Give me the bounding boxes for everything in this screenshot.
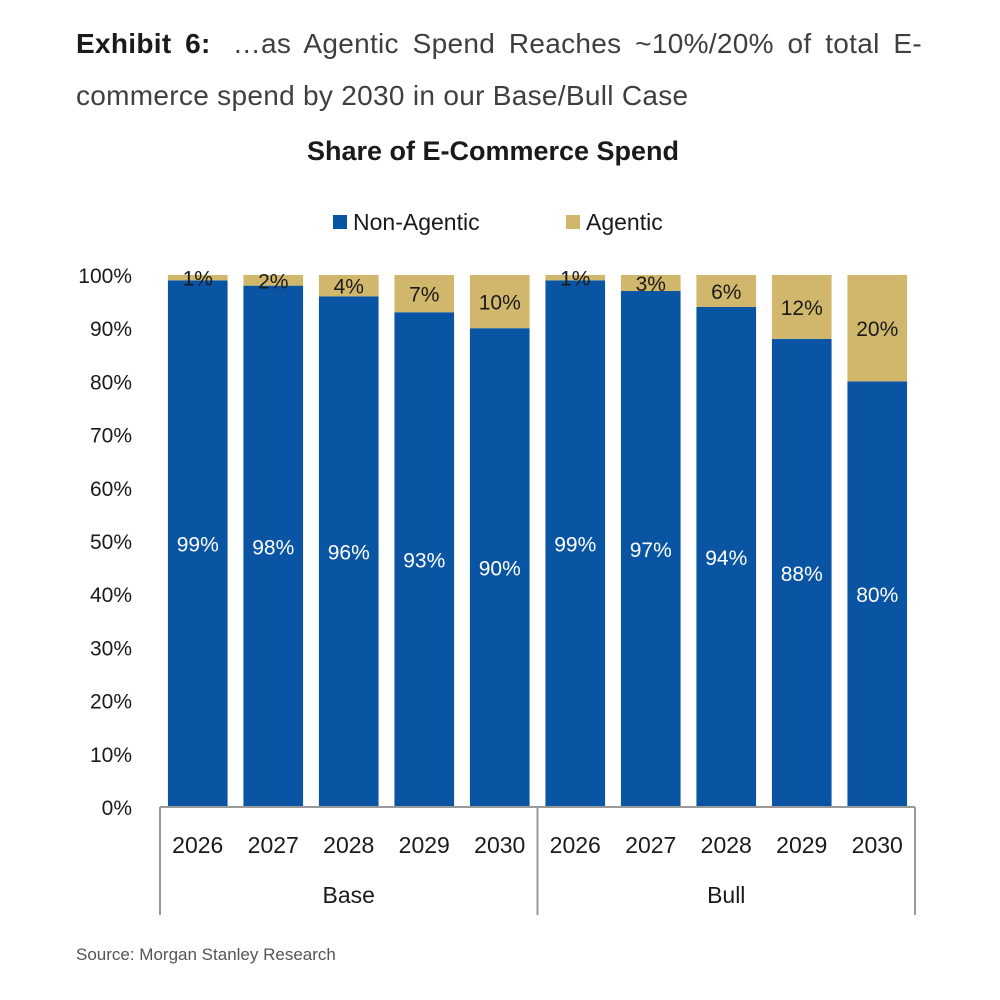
data-label-agentic: 7% bbox=[409, 284, 439, 307]
data-label-agentic: 4% bbox=[334, 276, 364, 299]
bar-non-agentic bbox=[394, 312, 455, 807]
data-label-non-agentic: 98% bbox=[252, 536, 294, 559]
y-tick-label: 30% bbox=[90, 637, 132, 660]
bar-agentic bbox=[243, 275, 304, 286]
legend-label-non-agentic: Non-Agentic bbox=[353, 209, 480, 235]
bar-non-agentic bbox=[243, 285, 304, 807]
y-axis: 0% 10% 20% 30% 40% 50% 60% 70% 80% 90% 100% bbox=[78, 265, 132, 820]
stacked-bar-chart: Share of E-Commerce Spend Non-Agentic Age… bbox=[78, 136, 916, 915]
y-tick-label: 40% bbox=[90, 584, 132, 607]
bar-agentic bbox=[469, 275, 530, 329]
x-tick-label: 2028 bbox=[701, 832, 752, 858]
legend: Non-Agentic Agentic bbox=[333, 209, 663, 235]
x-group-label: Base bbox=[323, 882, 375, 908]
data-label-agentic: 10% bbox=[479, 292, 521, 315]
data-label-non-agentic: 90% bbox=[479, 558, 521, 581]
bar-agentic bbox=[318, 275, 379, 297]
bar-non-agentic bbox=[469, 328, 530, 807]
bar-agentic bbox=[847, 275, 908, 382]
x-tick-label: 2029 bbox=[776, 832, 827, 858]
bar-non-agentic bbox=[620, 290, 681, 807]
data-label-agentic: 1% bbox=[560, 268, 590, 291]
bar-non-agentic bbox=[167, 280, 228, 807]
x-group-label: Bull bbox=[707, 882, 745, 908]
bar-non-agentic bbox=[545, 280, 606, 807]
x-tick-label: 2026 bbox=[550, 832, 601, 858]
data-label-agentic: 12% bbox=[781, 297, 823, 320]
data-label-agentic: 1% bbox=[183, 268, 213, 291]
x-tick-label: 2027 bbox=[625, 832, 676, 858]
bar-agentic bbox=[545, 275, 606, 281]
data-label-non-agentic: 88% bbox=[781, 563, 823, 586]
bar-agentic bbox=[167, 275, 228, 281]
x-tick-label: 2029 bbox=[399, 832, 450, 858]
bar-non-agentic bbox=[771, 338, 832, 807]
data-label-non-agentic: 97% bbox=[630, 539, 672, 562]
y-tick-label: 70% bbox=[90, 425, 132, 448]
legend-swatch-agentic bbox=[566, 215, 580, 229]
chart-title: Share of E-Commerce Spend bbox=[307, 136, 679, 166]
bar-agentic bbox=[620, 275, 681, 291]
x-tick-label: 2030 bbox=[852, 832, 903, 858]
x-axis: 2026 2027 2028 2029 2030 Base 2026 2027 2028 2029… bbox=[159, 806, 916, 915]
data-label-agentic: 3% bbox=[636, 273, 666, 296]
y-tick-label: 60% bbox=[90, 478, 132, 501]
y-tick-label: 50% bbox=[90, 531, 132, 554]
bar-agentic bbox=[771, 275, 832, 339]
data-label-non-agentic: 94% bbox=[705, 547, 747, 570]
data-label-non-agentic: 99% bbox=[177, 534, 219, 557]
bar-non-agentic bbox=[318, 296, 379, 807]
bar-non-agentic bbox=[696, 306, 757, 807]
bar-agentic bbox=[696, 275, 757, 307]
x-tick-label: 2027 bbox=[248, 832, 299, 858]
exhibit-heading: Exhibit 6: …as Agentic Spend Reaches ~10%… bbox=[76, 18, 922, 122]
exhibit-description: …as Agentic Spend Reaches ~10%/20% of to… bbox=[76, 28, 923, 111]
x-tick-label: 2028 bbox=[323, 832, 374, 858]
legend-swatch-non-agentic bbox=[333, 215, 347, 229]
y-tick-label: 20% bbox=[90, 691, 132, 714]
data-label-non-agentic: 99% bbox=[554, 534, 596, 557]
data-label-agentic: 20% bbox=[856, 318, 898, 341]
bars: 99% 1% 98% 2% 96% 4% 93% 7% 90% 10% 99% 1% 97% 3% 94% 6… bbox=[167, 268, 908, 807]
data-label-non-agentic: 80% bbox=[856, 584, 898, 607]
y-tick-label: 0% bbox=[102, 797, 132, 820]
data-label-non-agentic: 93% bbox=[403, 550, 445, 573]
bar-agentic bbox=[394, 275, 455, 313]
x-tick-label: 2026 bbox=[172, 832, 223, 858]
exhibit-label: Exhibit 6: bbox=[76, 28, 211, 59]
data-label-non-agentic: 96% bbox=[328, 542, 370, 565]
y-tick-label: 80% bbox=[90, 371, 132, 394]
y-tick-label: 10% bbox=[90, 744, 132, 767]
source-note: Source: Morgan Stanley Research bbox=[76, 945, 336, 964]
data-label-agentic: 2% bbox=[258, 270, 288, 293]
bar-non-agentic bbox=[847, 381, 908, 807]
y-tick-label: 90% bbox=[90, 318, 132, 341]
legend-label-agentic: Agentic bbox=[586, 209, 663, 235]
x-tick-label: 2030 bbox=[474, 832, 525, 858]
data-label-agentic: 6% bbox=[711, 281, 741, 304]
y-tick-label: 100% bbox=[78, 265, 132, 288]
